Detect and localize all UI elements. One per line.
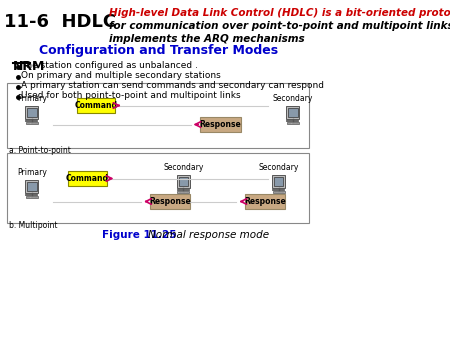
Text: A primary station can send commands and secondary can respond: A primary station can send commands and … xyxy=(21,81,324,91)
Text: Normal response mode: Normal response mode xyxy=(148,230,269,240)
FancyBboxPatch shape xyxy=(7,83,309,148)
FancyBboxPatch shape xyxy=(149,194,190,209)
Text: Secondary: Secondary xyxy=(163,163,204,172)
FancyBboxPatch shape xyxy=(25,106,38,119)
FancyBboxPatch shape xyxy=(177,175,190,188)
FancyBboxPatch shape xyxy=(26,196,38,198)
FancyBboxPatch shape xyxy=(287,122,299,124)
FancyBboxPatch shape xyxy=(68,171,107,186)
FancyBboxPatch shape xyxy=(177,191,189,193)
FancyBboxPatch shape xyxy=(27,108,36,117)
Text: a. Point-to-point: a. Point-to-point xyxy=(9,146,71,155)
Text: Command: Command xyxy=(74,101,117,110)
FancyBboxPatch shape xyxy=(273,191,285,193)
Text: Secondary: Secondary xyxy=(258,163,299,172)
Text: Response: Response xyxy=(149,197,190,206)
FancyBboxPatch shape xyxy=(274,177,284,186)
FancyBboxPatch shape xyxy=(286,106,299,119)
Text: Configuration and Transfer Modes: Configuration and Transfer Modes xyxy=(39,44,278,57)
Text: for communication over point-to-point and multipoint links. It: for communication over point-to-point an… xyxy=(109,21,450,31)
Text: Figure 11.25: Figure 11.25 xyxy=(102,230,177,240)
FancyBboxPatch shape xyxy=(272,175,285,188)
Text: b. Multipoint: b. Multipoint xyxy=(9,221,58,230)
FancyBboxPatch shape xyxy=(7,153,309,223)
Text: Primary: Primary xyxy=(17,168,47,177)
FancyBboxPatch shape xyxy=(288,108,297,117)
FancyBboxPatch shape xyxy=(26,122,38,124)
Text: Response: Response xyxy=(244,197,286,206)
Text: Used for both point-to-point and multipoint links: Used for both point-to-point and multipo… xyxy=(21,92,241,100)
Text: Response: Response xyxy=(200,120,241,129)
Text: 11-6  HDLC: 11-6 HDLC xyxy=(4,13,116,31)
Text: implements the ARQ mechanisms: implements the ARQ mechanisms xyxy=(109,34,305,44)
FancyBboxPatch shape xyxy=(77,98,115,113)
Text: Command: Command xyxy=(66,174,109,183)
Text: On primary and multiple secondary stations: On primary and multiple secondary statio… xyxy=(21,72,221,80)
Text: High-level Data Link Control (HDLC) is a bit-oriented protocol: High-level Data Link Control (HDLC) is a… xyxy=(109,8,450,18)
FancyBboxPatch shape xyxy=(179,177,188,186)
Text: Secondary: Secondary xyxy=(273,94,313,103)
FancyBboxPatch shape xyxy=(27,182,36,191)
Text: The station configured as unbalanced .: The station configured as unbalanced . xyxy=(21,62,198,71)
FancyBboxPatch shape xyxy=(200,117,241,132)
Text: NRM: NRM xyxy=(13,60,45,73)
FancyBboxPatch shape xyxy=(245,194,285,209)
FancyBboxPatch shape xyxy=(25,180,38,193)
Text: Primary: Primary xyxy=(17,94,47,103)
